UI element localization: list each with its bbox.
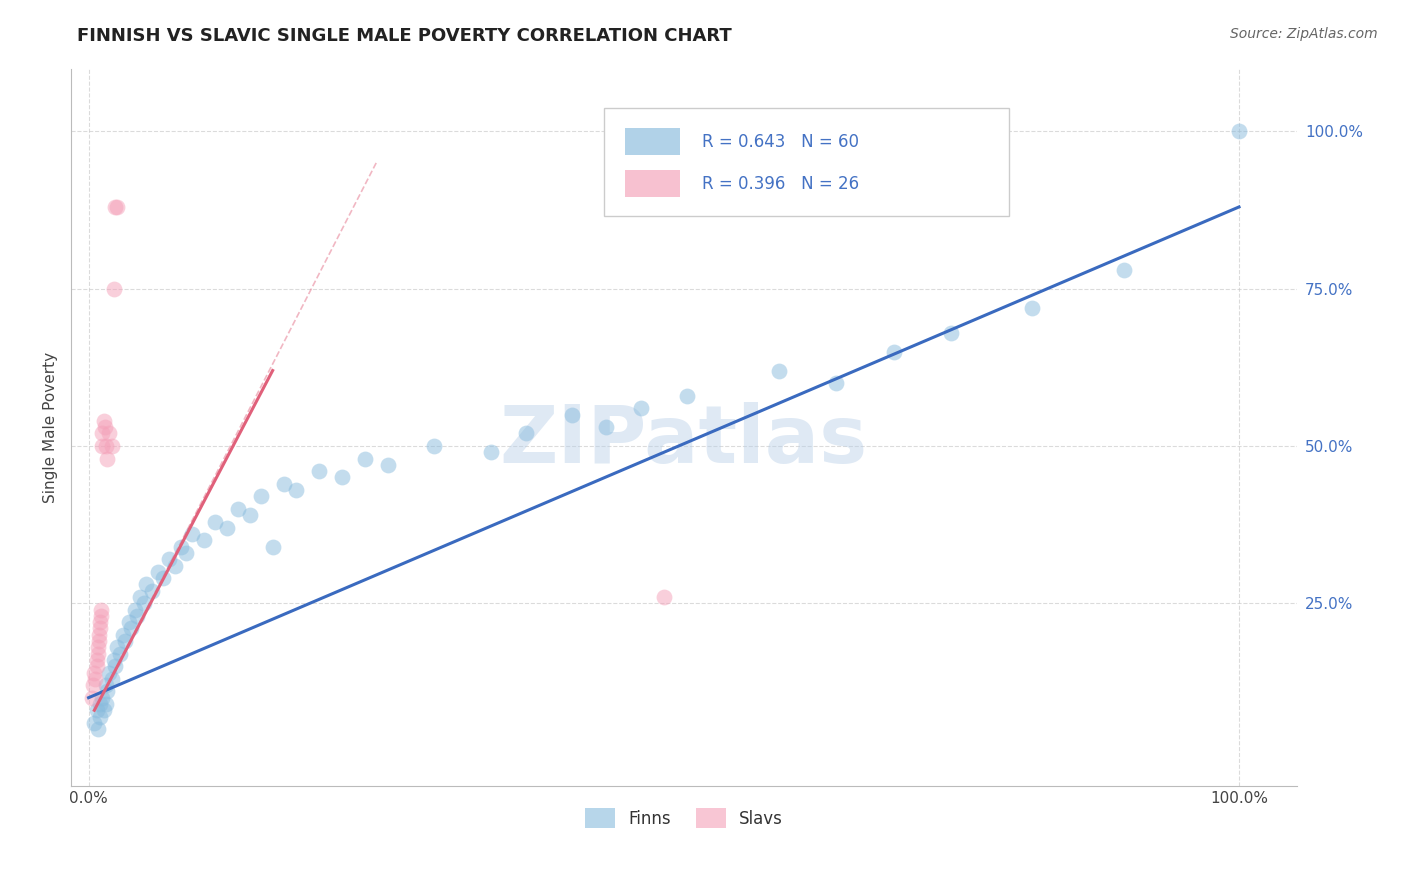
Point: [87, 628, 110, 642]
Point: [941, 326, 963, 340]
Point: [1112, 263, 1135, 277]
Text: FINNISH VS SLAVIC SINGLE MALE POVERTY CORRELATION CHART: FINNISH VS SLAVIC SINGLE MALE POVERTY CO…: [77, 27, 733, 45]
Point: [87, 634, 110, 648]
Point: [152, 571, 174, 585]
Point: [124, 602, 146, 616]
Point: [100, 439, 122, 453]
Point: [768, 363, 790, 377]
Point: [883, 344, 905, 359]
Point: [82, 678, 104, 692]
Point: [652, 590, 675, 604]
FancyBboxPatch shape: [626, 128, 681, 155]
Point: [103, 653, 125, 667]
Point: [169, 540, 191, 554]
Point: [377, 458, 399, 472]
FancyBboxPatch shape: [626, 170, 681, 197]
Point: [204, 515, 226, 529]
Point: [308, 464, 330, 478]
Text: Source: ZipAtlas.com: Source: ZipAtlas.com: [1230, 27, 1378, 41]
Point: [176, 546, 198, 560]
Point: [1021, 301, 1043, 315]
Point: [94, 439, 117, 453]
Point: [675, 389, 697, 403]
Point: [135, 577, 157, 591]
Point: [89, 697, 111, 711]
Point: [105, 640, 128, 655]
Point: [193, 533, 215, 548]
Point: [132, 596, 155, 610]
Point: [80, 690, 103, 705]
Point: [630, 401, 652, 416]
Point: [120, 622, 142, 636]
Point: [96, 684, 118, 698]
Point: [100, 672, 122, 686]
Point: [239, 508, 262, 523]
Point: [98, 426, 121, 441]
Text: R = 0.396   N = 26: R = 0.396 N = 26: [703, 175, 859, 193]
Point: [114, 634, 136, 648]
Point: [105, 200, 128, 214]
Point: [118, 615, 141, 630]
Point: [94, 697, 117, 711]
Point: [112, 628, 135, 642]
Point: [93, 703, 115, 717]
Point: [89, 615, 111, 630]
Point: [262, 540, 284, 554]
Point: [1227, 124, 1250, 138]
Point: [104, 659, 127, 673]
Point: [561, 408, 583, 422]
Point: [104, 200, 127, 214]
Point: [141, 583, 163, 598]
Point: [89, 622, 111, 636]
FancyBboxPatch shape: [605, 108, 1008, 216]
Point: [83, 715, 105, 730]
Point: [91, 439, 114, 453]
Point: [86, 703, 108, 717]
Point: [86, 659, 108, 673]
Point: [91, 690, 114, 705]
Point: [250, 489, 273, 503]
Point: [273, 476, 295, 491]
Point: [86, 653, 108, 667]
Point: [93, 414, 115, 428]
Point: [226, 502, 249, 516]
Point: [284, 483, 307, 497]
Point: [90, 608, 112, 623]
Point: [103, 282, 125, 296]
Point: [515, 426, 537, 441]
Point: [89, 709, 111, 723]
Point: [146, 565, 169, 579]
Point: [108, 647, 131, 661]
Point: [157, 552, 180, 566]
Point: [93, 420, 115, 434]
Point: [215, 521, 238, 535]
Point: [96, 451, 118, 466]
Point: [125, 608, 148, 623]
Point: [825, 376, 848, 390]
Point: [98, 665, 121, 680]
Point: [181, 527, 204, 541]
Y-axis label: Single Male Poverty: Single Male Poverty: [44, 351, 58, 503]
Point: [83, 665, 105, 680]
Point: [163, 558, 186, 573]
Point: [87, 640, 110, 655]
Text: ZIPatlas: ZIPatlas: [499, 402, 868, 481]
Point: [91, 426, 114, 441]
Point: [129, 590, 152, 604]
Point: [479, 445, 502, 459]
Text: R = 0.643   N = 60: R = 0.643 N = 60: [703, 133, 859, 151]
Point: [353, 451, 375, 466]
Point: [87, 647, 110, 661]
Point: [84, 672, 107, 686]
Point: [90, 602, 112, 616]
Point: [94, 678, 117, 692]
Point: [595, 420, 617, 434]
Point: [87, 722, 110, 736]
Point: [422, 439, 444, 453]
Point: [330, 470, 353, 484]
Legend: Finns, Slavs: Finns, Slavs: [578, 801, 790, 835]
